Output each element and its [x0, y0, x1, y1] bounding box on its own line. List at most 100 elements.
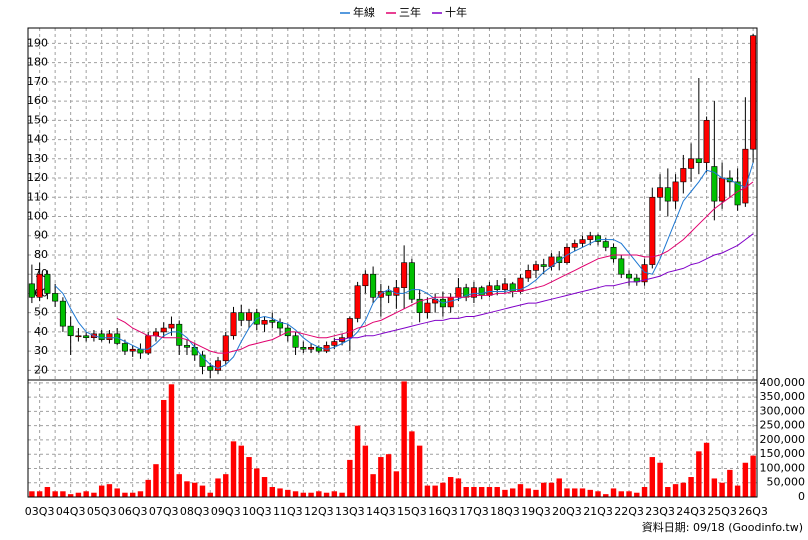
- y2-tick-label: 300,000: [760, 404, 806, 417]
- volume-bar: [122, 492, 128, 497]
- x-tick-label: 11Q3: [273, 505, 303, 518]
- volume-bar: [447, 477, 454, 497]
- candle-body: [571, 243, 578, 248]
- x-tick-label: 06Q3: [118, 505, 148, 518]
- volume-bar: [292, 491, 299, 497]
- volume-bar: [657, 462, 663, 497]
- ma-line: [116, 181, 754, 354]
- candle-body: [346, 318, 353, 338]
- x-tick-label: 10Q3: [242, 505, 272, 518]
- y-tick-label: 90: [34, 229, 48, 242]
- volume-bar: [618, 491, 624, 497]
- candle-body: [44, 273, 51, 294]
- candle-body: [261, 320, 268, 325]
- x-tick-label: 17Q3: [459, 505, 489, 518]
- y-tick-label: 20: [34, 363, 48, 376]
- volume-bar: [67, 494, 74, 497]
- volume-bar: [517, 484, 524, 497]
- candle-body: [626, 273, 633, 279]
- y-tick-label: 170: [27, 75, 48, 88]
- candle-body: [556, 256, 563, 263]
- volume-bar: [370, 474, 376, 497]
- y-tick-label: 30: [34, 344, 48, 357]
- volume-bar: [579, 488, 586, 497]
- volume-bar: [91, 492, 97, 497]
- volume-bar: [680, 482, 687, 497]
- candle-body: [455, 287, 462, 298]
- y2-tick-label: 250,000: [760, 419, 806, 432]
- volume-bar: [308, 492, 314, 497]
- candle-body: [587, 235, 594, 240]
- candle-body: [719, 177, 726, 202]
- volume-bar: [564, 488, 570, 497]
- x-tick-label: 12Q3: [304, 505, 334, 518]
- candle-body: [501, 283, 508, 290]
- volume-bar: [409, 431, 415, 497]
- candle-body: [168, 323, 175, 329]
- candle-body: [207, 366, 214, 371]
- volume-bar: [440, 482, 446, 497]
- candle-body: [742, 148, 749, 204]
- x-tick-label: 05Q3: [87, 505, 117, 518]
- candle-body: [191, 347, 198, 356]
- volume-bar: [641, 487, 648, 497]
- volume-bar: [238, 445, 244, 497]
- volume-bar: [734, 485, 741, 497]
- volume-bar: [145, 479, 151, 497]
- volume-bar: [432, 485, 438, 497]
- volume-bar: [168, 384, 175, 497]
- x-tick-label: 25Q3: [707, 505, 737, 518]
- volume-bar: [533, 489, 539, 497]
- candle-body: [183, 345, 190, 348]
- y-tick-label: 180: [27, 56, 48, 69]
- y-tick-label: 50: [34, 306, 48, 319]
- x-tick-label: 04Q3: [56, 505, 86, 518]
- volume-bar: [572, 488, 578, 497]
- volume-bar: [98, 485, 105, 497]
- y-tick-label: 150: [27, 113, 48, 126]
- volume-bar: [83, 491, 89, 497]
- volume-bar: [665, 487, 671, 497]
- volume-bar: [161, 399, 167, 497]
- candle-body: [152, 331, 159, 337]
- y2-tick-label: 200,000: [760, 433, 806, 446]
- volume-bar: [339, 492, 345, 497]
- x-tick-label: 15Q3: [397, 505, 427, 518]
- candle-body: [331, 341, 338, 346]
- legend-label: 年線: [353, 5, 375, 19]
- candle-body: [308, 347, 315, 350]
- volume-bar: [711, 478, 718, 497]
- volume-bar: [261, 477, 268, 497]
- candle-body: [59, 300, 66, 327]
- x-tick-label: 21Q3: [583, 505, 613, 518]
- volume-bar: [509, 488, 516, 497]
- volume-bar: [610, 488, 617, 497]
- candle-body: [672, 181, 679, 202]
- candle-body: [222, 335, 229, 362]
- candle-body: [649, 196, 656, 265]
- volume-bar: [106, 484, 113, 497]
- y-tick-label: 120: [27, 171, 48, 184]
- volume-bar: [285, 489, 291, 497]
- candle-body: [106, 333, 113, 340]
- candle-body: [269, 320, 276, 323]
- candle-body: [145, 335, 152, 354]
- volume-bar: [254, 468, 260, 497]
- candle-body: [377, 291, 384, 298]
- x-tick-label: 20Q3: [552, 505, 582, 518]
- candle-body: [424, 302, 431, 313]
- candle-body: [362, 273, 369, 287]
- candle-body: [703, 120, 710, 163]
- candle-body: [67, 325, 74, 337]
- volume-bar: [486, 487, 493, 497]
- volume-bar: [192, 482, 198, 497]
- candle-body: [579, 239, 586, 244]
- volume-bar: [634, 492, 640, 497]
- candle-body: [657, 187, 664, 198]
- candle-body: [214, 360, 222, 371]
- x-tick-label: 22Q3: [614, 505, 644, 518]
- x-tick-label: 13Q3: [335, 505, 365, 518]
- volume-bar: [649, 457, 656, 497]
- volume-bar: [750, 455, 756, 497]
